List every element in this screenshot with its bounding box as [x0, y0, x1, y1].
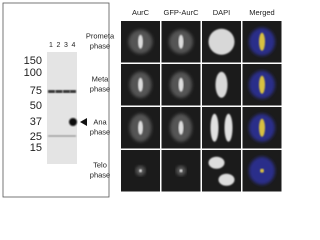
signal — [259, 32, 265, 51]
signal — [178, 77, 184, 92]
signal — [178, 120, 184, 135]
lane-label: 1 — [49, 42, 53, 49]
row-label: Telo — [93, 161, 107, 170]
signal — [259, 118, 265, 137]
row-label: phase — [90, 42, 110, 51]
blot-membrane — [47, 52, 77, 164]
band — [63, 90, 70, 93]
marker-label: 75 — [30, 85, 42, 97]
bands — [48, 90, 77, 137]
row-label: phase — [90, 171, 110, 180]
marker-label: 25 — [30, 131, 42, 143]
signal — [138, 77, 143, 92]
marker-label: 50 — [30, 100, 42, 112]
band — [70, 90, 76, 93]
signal — [138, 120, 143, 135]
row-label: phase — [90, 85, 110, 94]
signal — [179, 169, 183, 173]
signal — [138, 34, 143, 49]
micrograph — [202, 150, 241, 192]
nucleus — [218, 173, 235, 186]
nucleus — [210, 113, 219, 142]
arrowhead — [80, 118, 87, 126]
column-header: AurC — [132, 8, 150, 17]
nucleus — [224, 113, 233, 142]
signal — [260, 168, 264, 173]
band — [48, 90, 55, 93]
column-header: Merged — [249, 8, 274, 17]
signal — [259, 75, 265, 94]
nucleus — [208, 156, 225, 169]
row-label: Prometa — [86, 32, 115, 41]
marker-label: 100 — [24, 67, 42, 79]
band — [48, 135, 76, 137]
nucleus — [215, 71, 228, 98]
row-label: Ana — [93, 118, 107, 127]
lane-label: 4 — [72, 42, 76, 49]
row-label: Meta — [92, 75, 110, 84]
signal — [139, 169, 142, 173]
signal — [178, 34, 184, 49]
band — [55, 90, 63, 93]
lane-label: 3 — [64, 42, 68, 49]
column-header: GFP-AurC — [163, 8, 199, 17]
lane-label: 2 — [57, 42, 61, 49]
row-label: phase — [90, 128, 110, 137]
marker-label: 37 — [30, 116, 42, 128]
micrograph — [202, 107, 241, 149]
nucleus — [208, 28, 235, 55]
column-header: DAPI — [213, 8, 231, 17]
marker-label: 150 — [24, 55, 42, 67]
band — [69, 118, 77, 126]
marker-label: 15 — [30, 142, 42, 154]
